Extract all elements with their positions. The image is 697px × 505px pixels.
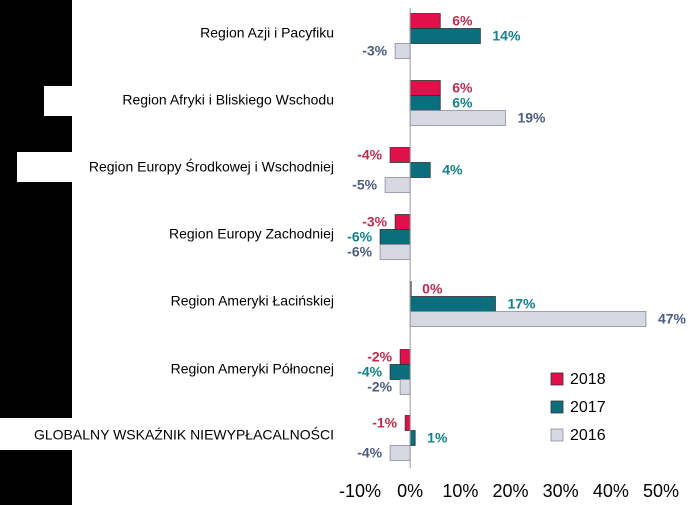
bar-2017	[409, 296, 496, 312]
bar-2016	[399, 379, 411, 395]
left-black-band	[0, 0, 74, 505]
category-label: Region Europy Środkowej i Wschodniej	[89, 158, 334, 175]
bar-2018	[409, 80, 441, 96]
bar-2017	[409, 162, 431, 178]
data-label-2016: 19%	[517, 110, 546, 126]
bar-2018	[394, 214, 411, 230]
legend: 2018 2017 2016	[550, 371, 606, 444]
bar-2016	[394, 43, 411, 59]
x-tick-label: 40%	[593, 481, 629, 501]
category-label: Region Afryki i Bliskiego Wschodu	[122, 92, 334, 108]
category-label: Region Azji i Pacyfiku	[200, 25, 334, 41]
data-label-2016: -5%	[352, 177, 377, 193]
legend-swatch-2017	[550, 400, 564, 414]
bar-2018	[389, 147, 411, 163]
data-label-2016: 47%	[658, 311, 687, 327]
band-cutout-3	[17, 152, 74, 182]
data-label-2017: 6%	[452, 95, 473, 111]
data-label-2018: 0%	[422, 281, 443, 297]
data-label-2016: -4%	[357, 445, 382, 461]
bar-2016	[379, 244, 411, 260]
x-axis-tick-labels: -10% 0% 10% 20% 30% 40% 50%	[339, 481, 679, 501]
legend-swatch-2016	[550, 428, 564, 442]
legend-label-2016: 2016	[570, 427, 606, 444]
legend-label-2017: 2017	[570, 399, 606, 416]
data-label-2017: 1%	[427, 430, 448, 446]
bar-2017	[409, 430, 416, 446]
category-label: GLOBALNY WSKAŹNIK NIEWYPŁACALNOŚCI	[34, 426, 334, 443]
bar-2016	[384, 177, 411, 193]
bar-2016	[409, 311, 647, 327]
bar-2018	[409, 13, 441, 29]
bar-2018	[399, 349, 411, 365]
x-tick-label: -10%	[339, 481, 381, 501]
x-tick-label: 50%	[643, 481, 679, 501]
category-label: Region Ameryki Łacińskiej	[171, 293, 334, 309]
data-label-2018: -3%	[362, 214, 387, 230]
data-label-2018: -1%	[372, 415, 397, 431]
bar-2017	[409, 95, 441, 111]
data-label-2017: 17%	[507, 296, 536, 312]
bar-2017	[389, 364, 411, 380]
data-label-2018: -2%	[367, 349, 392, 365]
data-label-2016: -2%	[367, 379, 392, 395]
legend-label-2018: 2018	[570, 371, 606, 388]
bar-2016	[409, 110, 506, 126]
x-tick-label: 0%	[397, 481, 423, 501]
data-label-2017: -6%	[347, 229, 372, 245]
band-cutout-2	[44, 86, 74, 116]
x-tick-label: 30%	[543, 481, 579, 501]
band-cutout-7	[0, 418, 74, 450]
data-label-2017: 14%	[492, 28, 521, 44]
category-label: Region Ameryki Północnej	[171, 361, 334, 377]
data-label-2018: 6%	[452, 13, 473, 29]
data-label-2017: 4%	[442, 162, 463, 178]
x-tick-label: 10%	[442, 481, 478, 501]
legend-swatch-2018	[550, 372, 564, 386]
category-labels: Region Azji i Pacyfiku Region Afryki i Bl…	[34, 25, 334, 443]
data-label-2016: -3%	[362, 43, 387, 59]
data-label-2017: -4%	[357, 364, 382, 380]
bar-2016	[389, 445, 411, 461]
data-label-2018: -4%	[357, 147, 382, 163]
bar-2017	[409, 28, 481, 44]
x-tick-label: 20%	[492, 481, 528, 501]
bar-2017	[379, 229, 411, 245]
data-labels: 6%6%-4%-3%0%-2%-1%14%6%4%-6%17%-4%1%-3%1…	[347, 13, 686, 461]
bar-2018	[404, 415, 411, 431]
data-label-2016: -6%	[347, 244, 372, 260]
data-label-2018: 6%	[452, 80, 473, 96]
category-label: Region Europy Zachodniej	[169, 226, 334, 242]
